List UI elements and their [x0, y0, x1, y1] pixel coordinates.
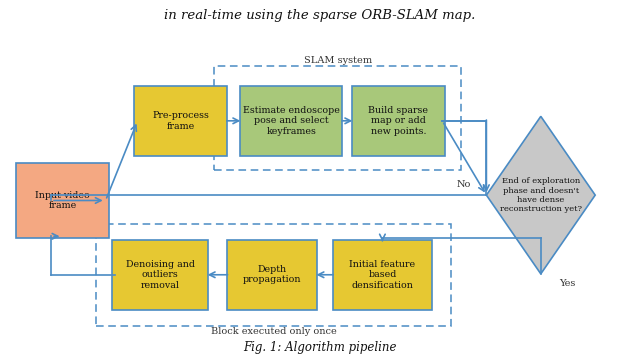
Text: Input video
frame: Input video frame	[35, 191, 90, 210]
Text: Fig. 1: Algorithm pipeline: Fig. 1: Algorithm pipeline	[243, 341, 397, 354]
FancyBboxPatch shape	[333, 240, 432, 310]
FancyBboxPatch shape	[16, 163, 109, 238]
Text: Initial feature
based
densification: Initial feature based densification	[349, 260, 415, 290]
Text: Block executed only once: Block executed only once	[211, 327, 337, 337]
Text: End of exploration
phase and doesn't
have dense
reconstruction yet?: End of exploration phase and doesn't hav…	[500, 177, 582, 213]
FancyBboxPatch shape	[112, 240, 208, 310]
Text: Depth
propagation: Depth propagation	[243, 265, 301, 285]
Text: No: No	[457, 180, 471, 189]
Text: Yes: Yes	[559, 279, 575, 288]
Text: Build sparse
map or add
new points.: Build sparse map or add new points.	[369, 106, 428, 136]
FancyBboxPatch shape	[134, 86, 227, 156]
Text: in real-time using the sparse ORB-SLAM map.: in real-time using the sparse ORB-SLAM m…	[164, 9, 476, 22]
FancyBboxPatch shape	[240, 86, 342, 156]
Text: Denoising and
outliers
removal: Denoising and outliers removal	[125, 260, 195, 290]
FancyBboxPatch shape	[352, 86, 445, 156]
Polygon shape	[486, 116, 595, 274]
Text: Pre-process
frame: Pre-process frame	[152, 111, 209, 131]
Text: Estimate endoscope
pose and select
keyframes: Estimate endoscope pose and select keyfr…	[243, 106, 340, 136]
FancyBboxPatch shape	[227, 240, 317, 310]
Text: SLAM system: SLAM system	[303, 55, 372, 65]
